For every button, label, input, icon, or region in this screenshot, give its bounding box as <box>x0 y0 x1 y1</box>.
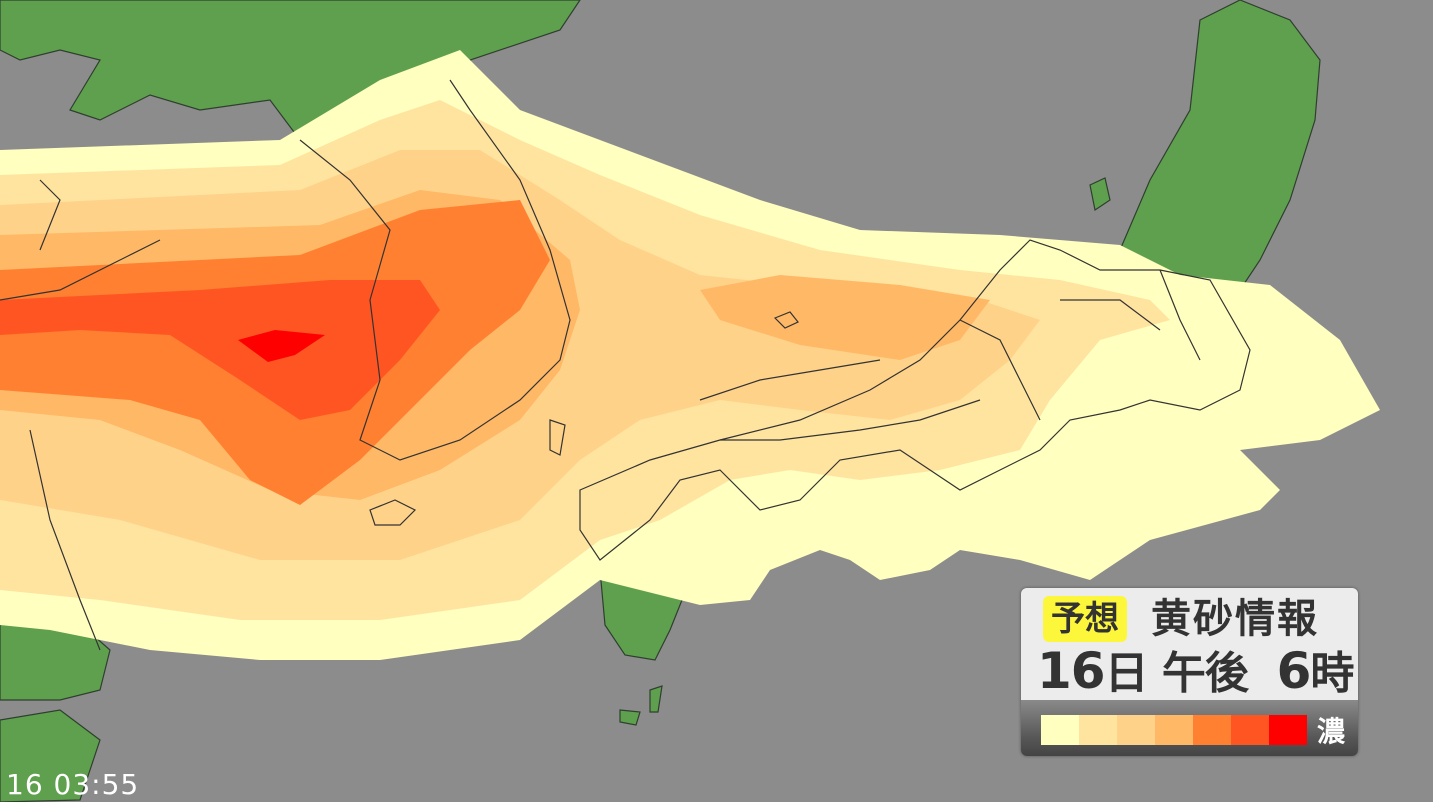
panel-title: 黄砂情報 <box>1151 596 1319 642</box>
dust-level-7 <box>238 330 325 362</box>
coastlines-borders <box>0 79 1251 651</box>
date-hour: 6 <box>1276 642 1312 700</box>
dense-label: 濃 <box>1317 715 1346 748</box>
legend-panel: 予想 黄砂情報 16日 午後 6時 濃 <box>1021 588 1358 756</box>
dust-level-6 <box>0 280 440 420</box>
date-day: 16 <box>1037 642 1106 700</box>
forecast-time: 16日 午後 6時 <box>1037 642 1354 701</box>
dust-layers <box>0 50 1380 660</box>
forecast-badge: 予想 <box>1043 596 1127 642</box>
scale-swatch-3 <box>1117 715 1155 745</box>
color-scale <box>1041 715 1307 745</box>
land-islands <box>619 177 1111 726</box>
date-day-unit: 日 <box>1104 648 1149 699</box>
date-hour-unit: 時 <box>1310 648 1354 699</box>
scale-swatch-6 <box>1231 715 1269 745</box>
land-tohoku <box>1119 0 1321 291</box>
scale-swatch-1 <box>1041 715 1079 745</box>
date-period: 午後 <box>1161 648 1249 699</box>
scale-swatch-4 <box>1155 715 1193 745</box>
land-china-north <box>0 0 581 141</box>
timestamp: 16 03:55 <box>6 768 140 801</box>
scale-swatch-2 <box>1079 715 1117 745</box>
scale-swatch-5 <box>1193 715 1231 745</box>
scale-swatch-7 <box>1269 715 1307 745</box>
